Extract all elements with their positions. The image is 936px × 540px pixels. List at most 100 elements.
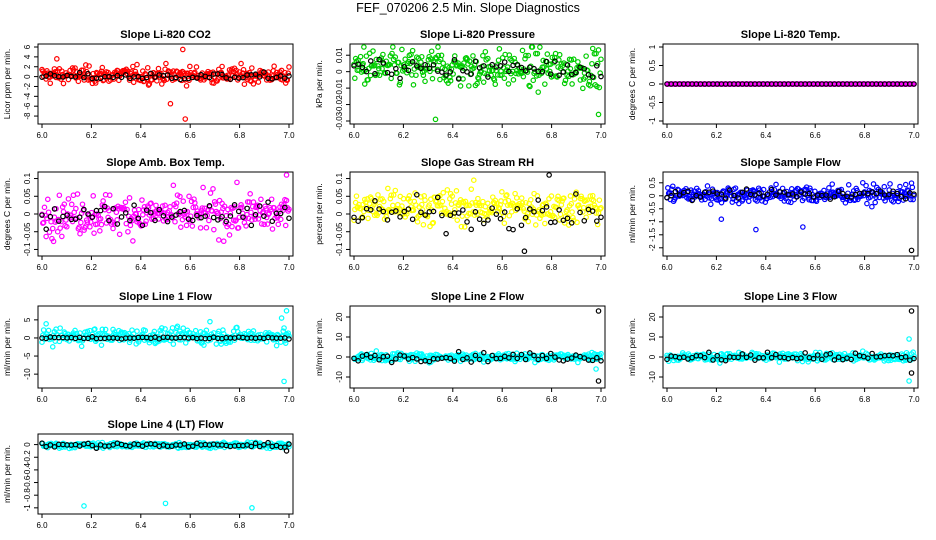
data-point <box>561 80 568 87</box>
data-point <box>280 328 287 334</box>
data-point-black <box>413 191 420 198</box>
data-point <box>519 200 526 206</box>
y-tick-label: -0.02 <box>335 95 344 114</box>
data-point-black <box>581 355 588 361</box>
data-point <box>190 204 196 211</box>
data-point <box>278 315 285 321</box>
data-point-black <box>261 213 267 219</box>
x-tick-label: 7.0 <box>908 263 920 272</box>
data-point <box>470 53 476 59</box>
data-point <box>90 193 97 199</box>
data-point <box>81 503 87 509</box>
data-point <box>192 327 199 334</box>
data-point <box>399 203 405 209</box>
data-point-black <box>589 357 596 364</box>
data-point <box>906 336 912 342</box>
data-point-black <box>418 65 424 72</box>
data-point-black <box>439 212 445 219</box>
data-point <box>99 64 106 71</box>
data-point-black <box>543 58 550 65</box>
data-point-black <box>810 355 817 362</box>
data-point-black <box>106 217 112 224</box>
data-point-black <box>286 73 292 79</box>
data-point <box>380 198 387 205</box>
data-point <box>584 197 590 203</box>
data-point <box>132 68 139 75</box>
data-point-black <box>664 194 670 201</box>
data-point <box>161 210 168 216</box>
data-point <box>596 197 603 203</box>
data-point <box>163 60 169 67</box>
data-point <box>907 196 914 203</box>
data-point-black <box>598 214 604 221</box>
data-point-black <box>455 348 462 355</box>
data-point <box>142 221 149 228</box>
data-point <box>461 224 468 230</box>
data-point <box>211 226 217 233</box>
data-point <box>40 327 47 333</box>
data-point-black <box>672 188 679 195</box>
data-point <box>422 197 428 204</box>
data-point <box>197 225 204 231</box>
data-point-black <box>122 210 129 216</box>
data-point-black <box>527 350 533 356</box>
data-point <box>180 198 187 204</box>
data-point <box>231 204 238 210</box>
data-point-black <box>476 65 483 71</box>
data-point-black <box>581 217 588 224</box>
data-point <box>110 225 116 232</box>
data-point <box>125 228 131 235</box>
y-tick-label: 0 <box>648 354 657 359</box>
data-point <box>540 57 546 64</box>
data-point-black <box>573 69 579 76</box>
data-point <box>179 46 186 53</box>
data-point <box>489 67 496 74</box>
data-point-black <box>911 355 917 362</box>
data-point <box>583 53 589 59</box>
data-point-black <box>585 71 592 78</box>
data-point <box>773 181 779 188</box>
data-point-black <box>210 214 217 221</box>
data-point <box>84 219 91 225</box>
data-point-black <box>72 216 79 222</box>
data-point <box>74 191 81 197</box>
data-point <box>49 225 56 232</box>
data-point <box>200 184 206 191</box>
data-point-black <box>894 351 901 358</box>
data-point-black <box>148 209 154 216</box>
y-tick-label: 20 <box>648 312 657 321</box>
data-point-black <box>261 69 267 75</box>
data-point-black <box>747 352 754 358</box>
y-axis-label: degrees C per min. <box>2 178 12 250</box>
data-point <box>199 205 206 211</box>
data-point <box>812 188 818 195</box>
data-point <box>275 221 282 228</box>
data-point-black <box>886 191 892 198</box>
data-point-black <box>355 358 361 364</box>
data-point-black <box>676 192 683 198</box>
data-point <box>881 183 888 190</box>
data-point-black <box>447 69 454 75</box>
data-point <box>78 219 84 226</box>
data-point <box>406 193 413 199</box>
data-point-black <box>202 213 209 219</box>
data-point <box>570 56 577 63</box>
data-point <box>503 193 509 199</box>
data-point <box>732 185 739 191</box>
data-point-black <box>164 218 171 225</box>
data-point <box>501 75 508 82</box>
data-point-black <box>546 172 552 178</box>
data-point-black <box>760 355 767 361</box>
x-tick-label: 7.0 <box>595 263 607 272</box>
data-point <box>562 77 569 84</box>
data-point <box>813 198 820 205</box>
chart-panel: Slope Li-820 Pressure kPa per min. 6.0 6.2 6… <box>314 29 607 140</box>
data-point <box>170 341 177 347</box>
data-point <box>353 193 360 199</box>
data-point <box>215 237 222 243</box>
data-point <box>480 198 486 205</box>
data-point-black <box>501 59 508 65</box>
data-point <box>911 353 917 359</box>
y-tick-label: -0.1 <box>23 242 32 256</box>
data-point-black <box>277 210 284 217</box>
